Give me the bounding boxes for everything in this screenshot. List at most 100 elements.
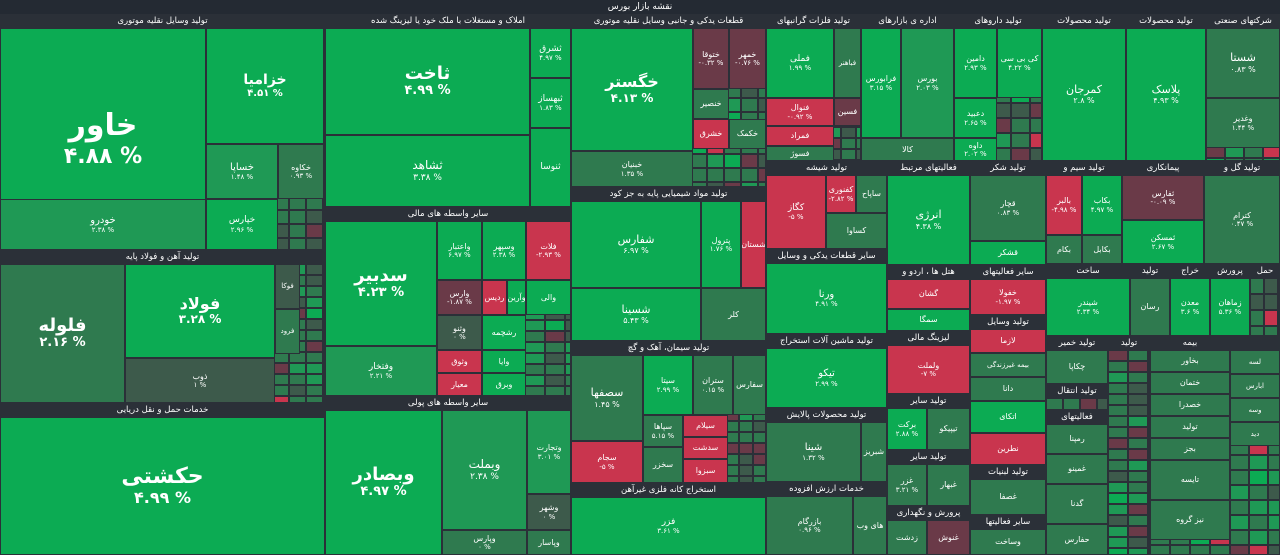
stock-tile[interactable]: اتکای (970, 401, 1046, 433)
stock-tile[interactable]: رمپنا (1046, 424, 1108, 454)
minor-symbol-tile[interactable] (525, 320, 545, 331)
minor-symbol-tile[interactable] (1128, 526, 1148, 537)
minor-symbol-tile[interactable] (1249, 455, 1268, 470)
minor-symbol-tile[interactable] (1150, 545, 1170, 555)
minor-symbol-tile[interactable] (753, 432, 766, 443)
minor-symbol-tile[interactable] (1108, 361, 1128, 372)
stock-tile[interactable]: انرژی ۴.۳۸ % (887, 175, 970, 265)
minor-symbol-tile[interactable] (323, 224, 325, 238)
stock-tile[interactable]: کساوا (826, 213, 887, 249)
minor-symbol-tile[interactable] (1128, 548, 1148, 555)
stock-tile[interactable]: دعبید ۲.۶۵ % (954, 98, 997, 138)
stock-tile[interactable]: پلاسک ۴.۹۳ % (1126, 28, 1206, 161)
minor-symbol-tile[interactable] (1108, 504, 1128, 515)
stock-tile[interactable]: ثشاهد ۳.۳۸ % (325, 135, 530, 207)
stock-tile[interactable]: بازرگام ۰.۹۶ % (766, 496, 853, 555)
stock-tile[interactable]: چکاپا (1046, 350, 1108, 384)
minor-symbol-tile[interactable] (289, 238, 306, 250)
minor-symbol-tile[interactable] (323, 264, 325, 275)
minor-symbol-tile[interactable] (323, 352, 325, 363)
stock-tile[interactable]: بجز (1150, 438, 1230, 460)
stock-tile[interactable]: داوه ۲.۰۲ % (954, 138, 997, 161)
minor-symbol-tile[interactable] (306, 363, 323, 374)
minor-symbol-tile[interactable] (1170, 545, 1190, 555)
minor-symbol-tile[interactable] (1108, 416, 1128, 427)
minor-symbol-tile[interactable] (707, 168, 724, 182)
stock-tile[interactable]: خصدرا (1150, 394, 1230, 416)
stock-tile[interactable]: رسان (1130, 278, 1170, 336)
stock-tile[interactable]: نطرین (970, 433, 1046, 465)
minor-symbol-tile[interactable] (1230, 485, 1249, 500)
stock-tile[interactable]: فسوژ (766, 146, 834, 161)
minor-symbol-tile[interactable] (1264, 310, 1278, 326)
minor-symbol-tile[interactable] (1249, 470, 1268, 485)
stock-tile[interactable]: وپاسار (527, 530, 571, 555)
minor-symbol-tile[interactable] (1230, 545, 1249, 555)
minor-symbol-tile[interactable] (1128, 405, 1148, 416)
minor-symbol-tile[interactable] (1080, 398, 1097, 410)
minor-symbol-tile[interactable] (741, 168, 758, 182)
minor-symbol-tile[interactable] (306, 319, 323, 330)
stock-tile[interactable]: ثنوسا (530, 128, 571, 207)
minor-symbol-tile[interactable] (1108, 526, 1128, 537)
minor-symbol-tile[interactable] (289, 363, 306, 374)
stock-tile[interactable]: معدن ۳.۶ % (1170, 278, 1210, 336)
minor-symbol-tile[interactable] (525, 386, 545, 396)
stock-tile[interactable]: کفنوری -۲.۸۲ % (826, 175, 856, 213)
minor-symbol-tile[interactable] (739, 454, 753, 465)
minor-symbol-tile[interactable] (323, 396, 325, 403)
stock-tile[interactable]: خودرو ۲.۳۸ % (0, 199, 206, 250)
stock-tile[interactable]: والی (526, 280, 571, 315)
minor-symbol-tile[interactable] (545, 320, 565, 331)
stock-tile[interactable]: سبزوا (683, 459, 728, 483)
minor-symbol-tile[interactable] (565, 353, 571, 364)
minor-symbol-tile[interactable] (1128, 383, 1148, 394)
minor-symbol-tile[interactable] (1108, 383, 1128, 394)
stock-tile[interactable]: ولملت -۷ % (887, 345, 970, 394)
stock-tile[interactable]: ثمسکن ۲.۶۷ % (1122, 220, 1204, 264)
stock-tile[interactable]: فلوله ۲.۱۶ % (0, 264, 125, 403)
stock-tile[interactable]: بکاب ۴.۹۷ % (1082, 175, 1122, 235)
stock-tile[interactable]: وبملت ۲.۳۸ % (442, 410, 527, 530)
stock-tile[interactable]: لسه (1230, 350, 1280, 374)
stock-tile[interactable]: ردیس (482, 280, 507, 315)
minor-symbol-tile[interactable] (753, 476, 766, 483)
minor-symbol-tile[interactable] (323, 210, 325, 224)
minor-symbol-tile[interactable] (525, 342, 545, 353)
stock-tile[interactable]: فزر ۳.۶۱ % (571, 497, 766, 555)
minor-symbol-tile[interactable] (1250, 294, 1264, 310)
minor-symbol-tile[interactable] (565, 375, 571, 386)
minor-symbol-tile[interactable] (306, 210, 323, 224)
minor-symbol-tile[interactable] (565, 386, 571, 396)
stock-tile[interactable]: ابارس (1230, 374, 1280, 398)
stock-tile[interactable]: تیپیکو (927, 408, 970, 450)
stock-tile[interactable]: خگستر ۴.۱۳ % (571, 28, 693, 151)
minor-symbol-tile[interactable] (753, 443, 766, 454)
minor-symbol-tile[interactable] (289, 224, 306, 238)
stock-tile[interactable]: خساپا ۱.۴۸ % (206, 144, 278, 199)
minor-symbol-tile[interactable] (1128, 416, 1148, 427)
stock-tile[interactable]: وشهر ۰ % (527, 494, 571, 530)
minor-symbol-tile[interactable] (323, 275, 325, 286)
stock-tile[interactable]: سخزر (643, 447, 683, 483)
stock-tile[interactable]: معیار (437, 373, 482, 396)
stock-tile[interactable]: وآرین (507, 280, 526, 315)
stock-tile[interactable]: گشان (887, 279, 970, 309)
minor-symbol-tile[interactable] (565, 364, 571, 375)
minor-symbol-tile[interactable] (323, 238, 325, 250)
stock-tile[interactable]: لازما (970, 329, 1046, 353)
stock-tile[interactable]: بالبر -۴.۹۸ % (1046, 175, 1082, 235)
minor-symbol-tile[interactable] (306, 286, 323, 297)
minor-symbol-tile[interactable] (1250, 310, 1264, 326)
stock-tile[interactable]: فسین (834, 98, 861, 126)
stock-tile[interactable]: تیکو ۲.۹۹ % (766, 348, 887, 408)
minor-symbol-tile[interactable] (1011, 133, 1030, 148)
stock-tile[interactable]: ختمان (1150, 372, 1230, 394)
minor-symbol-tile[interactable] (1128, 515, 1148, 526)
stock-tile[interactable]: سدبیر ۴.۲۳ % (325, 221, 437, 346)
stock-tile[interactable]: سیتا ۲.۹۹ % (643, 355, 693, 415)
stock-tile[interactable]: وبصادر ۴.۹۷ % (325, 410, 442, 555)
stock-tile[interactable]: فمراد (766, 126, 834, 146)
minor-symbol-tile[interactable] (306, 341, 323, 352)
minor-symbol-tile[interactable] (1128, 361, 1148, 372)
